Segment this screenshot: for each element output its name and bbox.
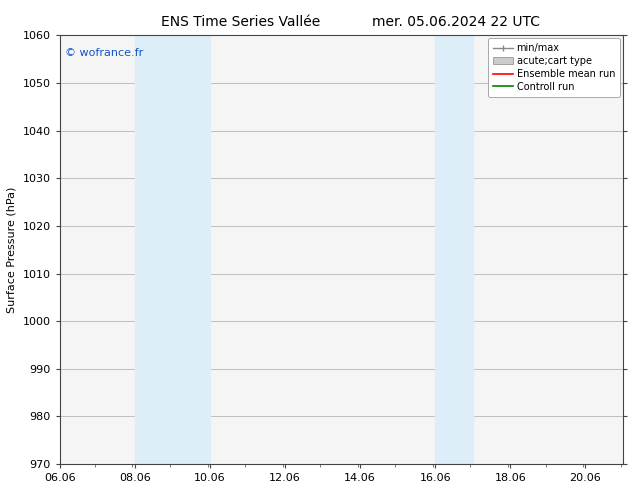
Bar <box>435 35 473 464</box>
Bar <box>135 35 210 464</box>
Text: © wofrance.fr: © wofrance.fr <box>65 49 143 58</box>
Legend: min/max, acute;cart type, Ensemble mean run, Controll run: min/max, acute;cart type, Ensemble mean … <box>488 38 620 97</box>
Text: mer. 05.06.2024 22 UTC: mer. 05.06.2024 22 UTC <box>373 15 540 29</box>
Text: ENS Time Series Vallée: ENS Time Series Vallée <box>161 15 321 29</box>
Y-axis label: Surface Pressure (hPa): Surface Pressure (hPa) <box>7 187 17 313</box>
